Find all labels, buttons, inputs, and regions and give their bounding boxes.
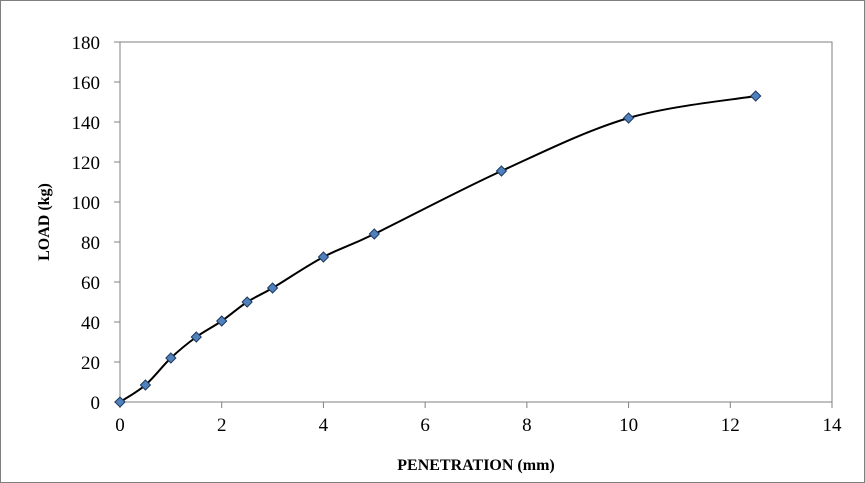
y-tick-label: 120 [72,153,101,174]
data-point-marker [266,282,279,294]
data-point-marker [317,251,330,263]
y-axis-title: LOAD (kg) [36,183,53,261]
data-point-marker [190,331,202,343]
x-tick-label: 10 [619,415,638,436]
data-point-marker [114,396,126,408]
y-tick-label: 100 [72,193,101,214]
data-point-marker [368,228,380,240]
y-tick-label: 60 [81,273,100,294]
x-axis-title: PENETRATION (mm) [397,457,554,474]
y-tick-label: 0 [91,393,101,414]
series-markers [114,90,762,408]
data-point-marker [495,165,508,177]
y-axis: 0 20 40 60 80 100 120 140 160 180 [72,33,121,414]
y-tick-label: 140 [72,113,101,134]
x-tick-label: 14 [823,415,843,436]
data-point-marker [241,296,253,308]
x-tick-label: 0 [115,415,125,436]
plot-area [119,41,833,403]
x-tick-label: 8 [522,415,532,436]
data-point-marker [216,315,228,327]
x-tick-label: 4 [319,415,329,436]
data-point-marker [750,90,762,102]
y-tick-label: 180 [72,33,101,54]
data-point-marker [165,352,177,364]
data-point-marker [139,379,152,391]
y-tick-label: 160 [72,73,101,94]
y-tick-label: 80 [81,233,100,254]
x-tick-label: 2 [217,415,227,436]
x-axis: 0 2 4 6 8 10 12 14 [115,401,843,436]
x-tick-label: 12 [721,415,740,436]
data-point-marker [622,112,635,124]
y-tick-label: 20 [81,353,100,374]
x-tick-label: 6 [420,415,430,436]
y-tick-label: 40 [81,313,100,334]
